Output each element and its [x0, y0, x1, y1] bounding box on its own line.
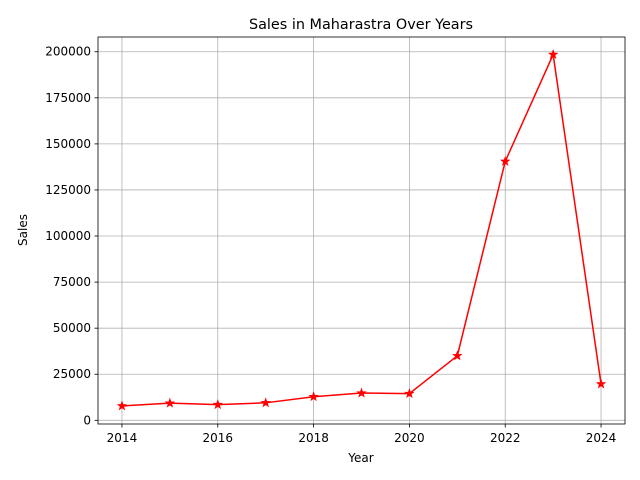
chart-title: Sales in Maharastra Over Years: [249, 17, 473, 33]
y-tick-label: 75000: [53, 275, 91, 289]
data-point-marker: [500, 155, 511, 166]
y-tick-label: 200000: [45, 45, 91, 59]
series-line: [121, 53, 602, 407]
axis-ticks: 2014 2016 2018 2020 2022 2024 0 25000 50000 75000…: [45, 45, 616, 445]
data-point-marker: [547, 49, 559, 59]
x-tick-label: 2018: [298, 431, 329, 445]
x-tick-label: 2014: [107, 431, 138, 445]
data-point-marker: [595, 378, 607, 389]
y-tick-label: 150000: [45, 137, 91, 151]
data-point-marker: [164, 397, 176, 408]
data-point-marker: [308, 391, 319, 402]
y-tick-label: 25000: [53, 367, 91, 381]
series-layer: [116, 49, 607, 411]
grid: [98, 37, 625, 424]
data-point-marker: [452, 350, 463, 361]
y-tick-label: 125000: [45, 183, 91, 197]
data-point-marker: [260, 397, 271, 408]
data-point-marker: [404, 388, 415, 399]
y-axis-title: Sales: [16, 214, 30, 246]
data-point-marker: [356, 387, 367, 398]
plot-area-frame: [97, 36, 626, 425]
data-point-marker: [212, 399, 223, 410]
y-tick-label: 100000: [45, 229, 91, 243]
x-tick-label: 2024: [586, 431, 617, 445]
y-tick-label: 50000: [53, 321, 91, 335]
x-tick-label: 2022: [490, 431, 521, 445]
data-point-marker: [116, 400, 128, 411]
x-tick-label: 2016: [202, 431, 233, 445]
x-tick-label: 2020: [394, 431, 425, 445]
y-tick-label: 175000: [45, 91, 91, 105]
x-axis-title: Year: [347, 451, 373, 465]
y-tick-label: 0: [83, 413, 91, 427]
